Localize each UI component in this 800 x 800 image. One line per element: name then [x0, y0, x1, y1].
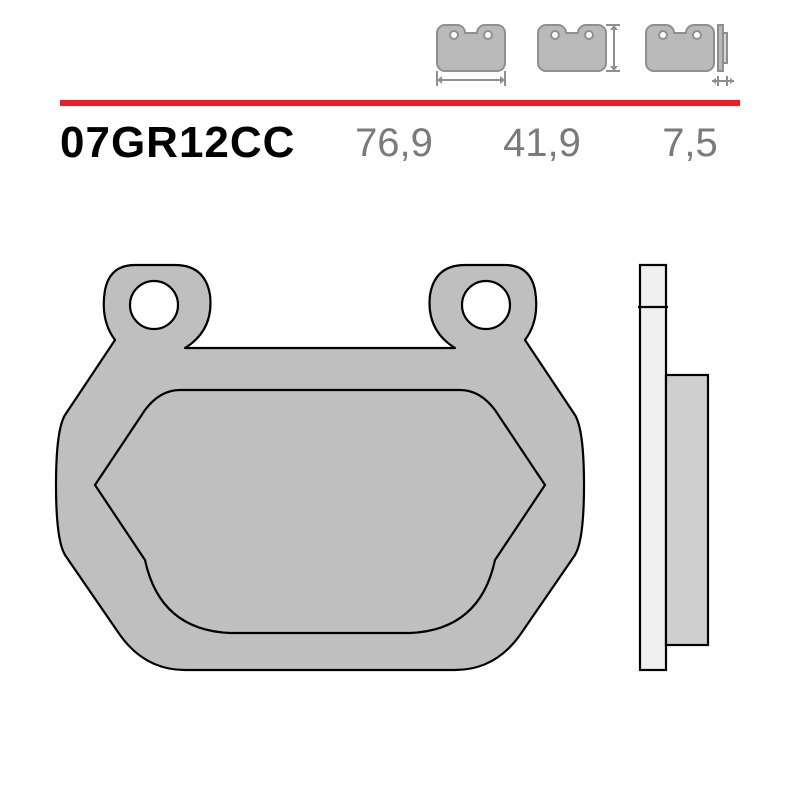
brake-pad-front-view [56, 265, 584, 670]
width-dimension-icon [428, 18, 514, 88]
section-divider [60, 100, 740, 106]
part-number: 07GR12CC [60, 118, 295, 168]
technical-drawing [50, 235, 750, 735]
dimension-height: 41,9 [502, 121, 582, 166]
thickness-dimension-icon [644, 18, 740, 88]
brake-pad-side-view [638, 265, 708, 670]
header-dimension-legend [0, 18, 800, 88]
spec-row: 07GR12CC 76,9 41,9 7,5 [60, 118, 740, 168]
dimensions-group: 76,9 41,9 7,5 [354, 121, 740, 166]
height-dimension-icon [534, 18, 624, 88]
dimension-thickness: 7,5 [650, 121, 730, 166]
dimension-width: 76,9 [354, 121, 434, 166]
